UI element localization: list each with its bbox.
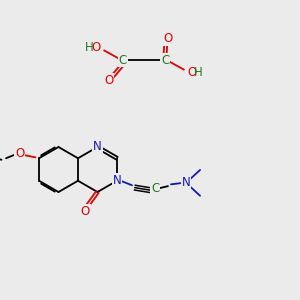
Text: O: O — [164, 32, 172, 45]
Text: N: N — [182, 176, 190, 189]
Text: O: O — [104, 74, 113, 87]
Text: C: C — [161, 53, 169, 67]
Text: H: H — [85, 41, 94, 55]
Text: O: O — [92, 41, 100, 55]
Text: C: C — [119, 53, 127, 67]
Text: N: N — [112, 174, 121, 187]
Text: O: O — [15, 147, 24, 160]
Text: N: N — [93, 140, 102, 154]
Text: O: O — [188, 65, 196, 79]
Text: C: C — [151, 182, 160, 195]
Text: O: O — [81, 205, 90, 218]
Text: H: H — [194, 65, 203, 79]
